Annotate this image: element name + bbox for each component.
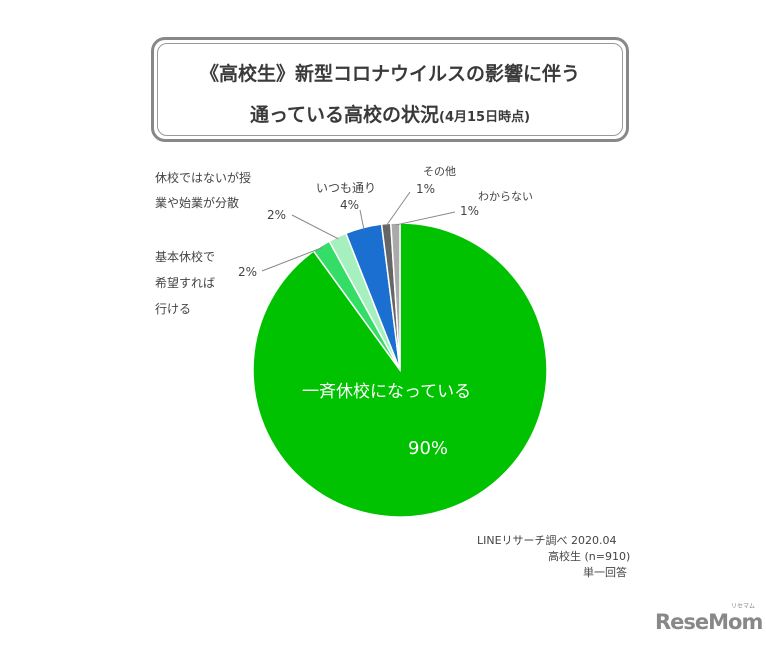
label-distributed-line1: 休校ではないが授	[155, 171, 252, 185]
leader-basic-closure	[261, 247, 323, 272]
source-line2: 高校生 (n=910)	[548, 550, 631, 563]
label-as-usual: いつも通り	[316, 181, 377, 195]
value-full-closure: 90%	[408, 438, 449, 459]
value-basic-closure: 2%	[238, 265, 258, 279]
leader-unknown	[395, 211, 456, 226]
leader-lines	[261, 191, 456, 272]
value-as-usual: 4%	[340, 198, 360, 212]
label-unknown: わからない	[478, 190, 533, 203]
logo-subtext: リセマム	[731, 603, 756, 610]
source-line3: 単一回答	[583, 566, 627, 579]
pie-slices	[252, 222, 548, 518]
label-basic-closure-line3: 行ける	[155, 302, 192, 316]
label-full-closure: 一斉休校になっている	[302, 382, 472, 402]
leader-other	[385, 191, 411, 226]
label-other: その他	[423, 165, 456, 178]
chart-title-box: 《高校生》新型コロナウイルスの影響に伴う 通っている高校の状況(4月15日時点)	[151, 37, 629, 142]
label-distributed-line2: 業や始業が分散	[155, 196, 240, 210]
label-basic-closure-line2: 希望すれば	[155, 276, 216, 290]
resemom-logo: ReseMom	[655, 610, 763, 634]
label-basic-closure-line1: 基本休校で	[155, 250, 216, 264]
leader-as-usual	[359, 209, 365, 230]
chart-title-line1: 《高校生》新型コロナウイルスの影響に伴う	[199, 63, 580, 85]
value-unknown: 1%	[460, 204, 480, 218]
chart-title-line2-main: 通っている高校の状況	[249, 104, 440, 126]
source-line1: LINEリサーチ調べ 2020.04	[477, 534, 617, 547]
value-distributed: 2%	[267, 208, 287, 222]
slice-unknown	[389, 222, 401, 371]
leader-distributed	[291, 214, 339, 240]
chart-title-date-note: (4月15日時点)	[439, 110, 531, 125]
chart-title-line2: 通っている高校の状況(4月15日時点)	[154, 100, 626, 127]
value-other: 1%	[416, 182, 436, 196]
